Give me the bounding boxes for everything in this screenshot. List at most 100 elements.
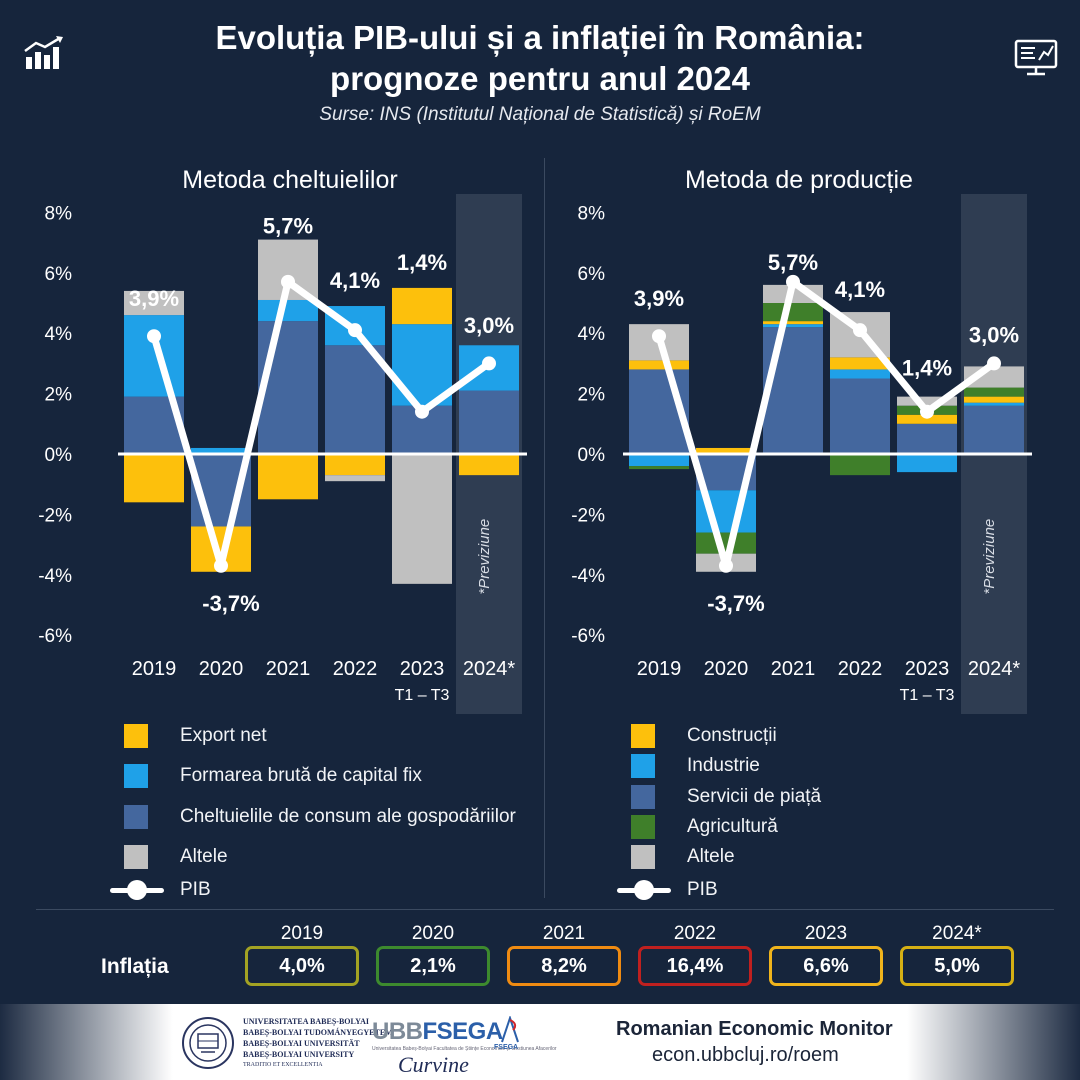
legend-swatch xyxy=(124,764,148,788)
legend-label: Industrie xyxy=(687,755,760,776)
inflation-value-box: 6,6% xyxy=(769,946,883,986)
pib-value-label: 3,9% xyxy=(634,286,684,311)
x-tick-label: 2020 xyxy=(199,658,244,680)
x-tick-sublabel: T1 – T3 xyxy=(395,687,450,704)
y-tick-label: 8% xyxy=(45,203,73,224)
legend-dot-icon xyxy=(634,880,654,900)
bar-segment xyxy=(392,287,452,325)
legend-label: Altele xyxy=(180,846,228,867)
pib-value-label: 3,0% xyxy=(969,322,1019,347)
inflation-year: 2020 xyxy=(411,923,455,944)
pib-value-label: -3,7% xyxy=(202,591,259,616)
inflation-value-box: 16,4% xyxy=(638,946,752,986)
horizontal-divider xyxy=(36,909,1054,910)
legend-label: Servicii de piață xyxy=(687,786,822,807)
bar-segment xyxy=(459,390,519,454)
university-name: UNIVERSITATEA BABEȘ-BOLYAI BABEȘ-BOLYAI … xyxy=(243,1017,393,1068)
bar-segment xyxy=(696,532,756,554)
pib-point xyxy=(719,558,733,573)
legend-swatch xyxy=(124,845,148,869)
bar-segment xyxy=(124,315,184,397)
y-tick-label: -6% xyxy=(38,626,72,647)
bar-segment xyxy=(897,423,957,454)
legend-label: Cheltuielile de consum ale gospodăriilor xyxy=(180,806,516,827)
legend-label: Agricultură xyxy=(687,816,778,837)
legend-swatch xyxy=(631,754,655,778)
y-tick-label: 2% xyxy=(578,385,606,406)
bar-segment xyxy=(392,454,452,584)
cursive-signature: Curvine xyxy=(398,1052,469,1077)
pib-point xyxy=(853,323,867,338)
x-tick-label: 2019 xyxy=(132,658,177,680)
pib-point xyxy=(987,356,1001,371)
y-tick-label: 6% xyxy=(45,264,73,285)
inflation-year: 2021 xyxy=(542,923,586,944)
legend-label: PIB xyxy=(687,879,718,900)
pib-line xyxy=(655,278,997,570)
pib-value-label: 1,4% xyxy=(397,250,447,275)
pib-point xyxy=(214,558,228,573)
legend-dot-icon xyxy=(127,880,147,900)
bar-segment xyxy=(629,454,689,467)
bar-segment xyxy=(258,454,318,500)
page-title-line2: prognoze pentru anul 2024 xyxy=(330,60,750,97)
inflation-value-box: 5,0% xyxy=(900,946,1014,986)
bar-segment xyxy=(459,454,519,476)
pib-value-label: 4,1% xyxy=(330,268,380,293)
bar-segment xyxy=(830,378,890,454)
bar-segment xyxy=(124,454,184,503)
page-subtitle: Surse: INS (Institutul Național de Stati… xyxy=(319,104,761,125)
fsega-subtitle: Universitatea Babeș-Bolyai Facultatea de… xyxy=(372,1046,557,1052)
chart-title: Metoda de producție xyxy=(685,166,913,194)
bar-segment xyxy=(763,327,823,454)
pib-value-label: 3,9% xyxy=(129,286,179,311)
pib-value-label: 5,7% xyxy=(263,214,313,239)
y-tick-label: 0% xyxy=(578,445,606,466)
pib-value-label: 4,1% xyxy=(835,277,885,302)
bar-segment xyxy=(325,345,385,454)
chart-expenditure-method: Metoda cheltuielilor *Previziune 8% 6% 4% 2% 0… xyxy=(38,166,527,714)
legend-expenditure: Export net Formarea brută de capital fix C… xyxy=(110,724,544,904)
legend-label: Formarea brută de capital fix xyxy=(180,765,422,786)
bar-segment xyxy=(897,414,957,424)
y-tick-label: -4% xyxy=(571,566,605,587)
pib-line xyxy=(150,278,492,570)
legend-swatch xyxy=(631,785,655,809)
pib-value-label: 5,7% xyxy=(768,250,818,275)
inflation-value-box: 4,0% xyxy=(245,946,359,986)
bar-segment xyxy=(964,387,1024,397)
bar-segment xyxy=(629,466,689,470)
x-tick-sublabel: T1 – T3 xyxy=(900,687,955,704)
legend-label: Construcții xyxy=(687,725,777,746)
bar-segment xyxy=(964,405,1024,454)
pib-value-label: 3,0% xyxy=(464,313,514,338)
vertical-divider xyxy=(544,158,545,898)
y-tick-label: 4% xyxy=(578,324,606,345)
legend-swatch xyxy=(631,724,655,748)
inflation-value-box: 8,2% xyxy=(507,946,621,986)
inflation-year: 2024* xyxy=(932,923,982,944)
bar-segment xyxy=(258,321,318,454)
bar-segment xyxy=(629,360,689,370)
bar-segment xyxy=(325,475,385,482)
bar-segment xyxy=(897,454,957,473)
bar-segment xyxy=(325,454,385,476)
y-tick-label: 6% xyxy=(578,264,606,285)
legend-label: Export net xyxy=(180,725,267,746)
bar-segment xyxy=(830,454,890,476)
x-tick-label: 2019 xyxy=(637,658,682,680)
chart-production-method: Metoda de producție *Previziune 8% 6% 4% 2% 0%… xyxy=(571,166,1032,714)
roem-url: econ.ubbcluj.ro/roem xyxy=(652,1044,839,1066)
x-tick-label: 2020 xyxy=(704,658,749,680)
pib-point xyxy=(652,329,666,344)
bar-segment xyxy=(763,321,823,325)
legend-production: Construcții Industrie Servicii de piață Agr… xyxy=(617,724,1051,904)
pib-value-label: 1,4% xyxy=(902,355,952,380)
pib-point xyxy=(348,323,362,338)
legend-label: PIB xyxy=(180,879,211,900)
y-tick-label: 0% xyxy=(45,445,73,466)
fsega-flag-icon xyxy=(501,1016,519,1043)
y-tick-label: -2% xyxy=(38,505,72,526)
legend-swatch xyxy=(631,815,655,839)
x-tick-label: 2022 xyxy=(333,658,378,680)
